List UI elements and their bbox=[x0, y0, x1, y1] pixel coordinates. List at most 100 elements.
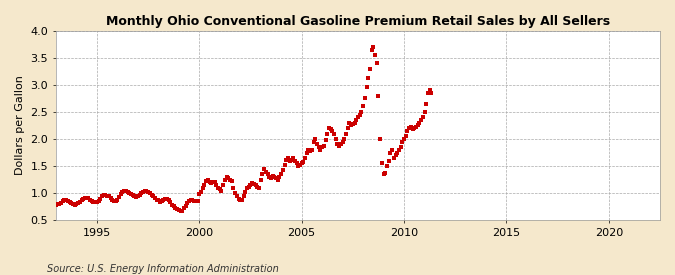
Point bbox=[148, 194, 159, 199]
Point bbox=[165, 200, 176, 205]
Point bbox=[394, 148, 404, 152]
Point bbox=[317, 145, 327, 149]
Point bbox=[399, 137, 410, 141]
Point bbox=[206, 181, 217, 186]
Point bbox=[153, 198, 164, 202]
Point bbox=[414, 120, 425, 125]
Point bbox=[219, 177, 230, 182]
Point bbox=[377, 161, 387, 166]
Point bbox=[293, 164, 304, 168]
Point bbox=[417, 115, 428, 120]
Point bbox=[223, 176, 234, 180]
Point bbox=[339, 137, 350, 141]
Point bbox=[196, 190, 207, 194]
Point bbox=[367, 47, 377, 52]
Point bbox=[310, 137, 321, 141]
Point bbox=[170, 206, 181, 210]
Point bbox=[233, 196, 244, 201]
Point bbox=[92, 200, 103, 204]
Point bbox=[351, 118, 362, 122]
Point bbox=[209, 180, 220, 185]
Point bbox=[204, 180, 215, 185]
Point bbox=[139, 188, 150, 193]
Point bbox=[387, 148, 398, 152]
Point bbox=[370, 53, 381, 57]
Point bbox=[134, 193, 145, 197]
Point bbox=[267, 174, 278, 178]
Point bbox=[146, 193, 157, 197]
Point bbox=[335, 142, 346, 147]
Point bbox=[54, 202, 65, 206]
Point bbox=[81, 195, 92, 200]
Point bbox=[344, 120, 355, 125]
Point bbox=[303, 148, 314, 152]
Point bbox=[421, 101, 431, 106]
Point bbox=[99, 193, 109, 197]
Point bbox=[66, 201, 77, 205]
Point bbox=[57, 199, 68, 204]
Point bbox=[80, 195, 90, 200]
Point bbox=[97, 194, 107, 198]
Point bbox=[409, 126, 420, 130]
Point bbox=[371, 61, 382, 65]
Point bbox=[425, 88, 435, 92]
Point bbox=[160, 196, 171, 201]
Point bbox=[109, 199, 119, 203]
Point bbox=[244, 185, 254, 189]
Point bbox=[312, 142, 323, 147]
Point bbox=[400, 134, 411, 139]
Point bbox=[284, 158, 295, 163]
Point bbox=[129, 194, 140, 198]
Point bbox=[368, 45, 379, 49]
Point bbox=[320, 138, 331, 142]
Point bbox=[296, 161, 307, 166]
Point bbox=[383, 158, 394, 163]
Point bbox=[180, 204, 191, 208]
Y-axis label: Dollars per Gallon: Dollars per Gallon bbox=[15, 76, 25, 175]
Point bbox=[308, 139, 319, 144]
Point bbox=[397, 139, 408, 144]
Point bbox=[141, 189, 152, 193]
Point bbox=[78, 196, 88, 201]
Point bbox=[301, 150, 312, 155]
Point bbox=[319, 143, 329, 148]
Point bbox=[269, 175, 279, 179]
Point bbox=[124, 191, 135, 195]
Point bbox=[416, 118, 427, 122]
Point bbox=[225, 177, 236, 182]
Point bbox=[155, 200, 165, 204]
Point bbox=[361, 85, 372, 90]
Point bbox=[232, 194, 242, 198]
Point bbox=[375, 137, 385, 141]
Point bbox=[338, 139, 348, 144]
Point bbox=[236, 197, 247, 202]
Point bbox=[332, 142, 343, 147]
Point bbox=[182, 201, 193, 205]
Point bbox=[356, 110, 367, 114]
Point bbox=[63, 199, 74, 204]
Point bbox=[264, 175, 275, 179]
Point bbox=[55, 201, 66, 205]
Point bbox=[385, 150, 396, 155]
Point bbox=[151, 197, 162, 202]
Point bbox=[168, 204, 179, 208]
Point bbox=[70, 202, 80, 207]
Point bbox=[113, 195, 124, 199]
Point bbox=[281, 157, 292, 162]
Point bbox=[423, 91, 433, 95]
Point bbox=[175, 208, 186, 213]
Point bbox=[381, 164, 392, 168]
Point bbox=[364, 66, 375, 71]
Point bbox=[392, 150, 402, 155]
Point bbox=[283, 156, 294, 160]
Point bbox=[144, 191, 155, 196]
Point bbox=[352, 115, 363, 120]
Point bbox=[128, 193, 138, 197]
Point bbox=[313, 145, 324, 149]
Point bbox=[341, 131, 352, 136]
Text: Source: U.S. Energy Information Administration: Source: U.S. Energy Information Administ… bbox=[47, 264, 279, 274]
Point bbox=[300, 156, 310, 160]
Point bbox=[64, 200, 75, 204]
Point bbox=[171, 207, 182, 211]
Point bbox=[294, 163, 305, 167]
